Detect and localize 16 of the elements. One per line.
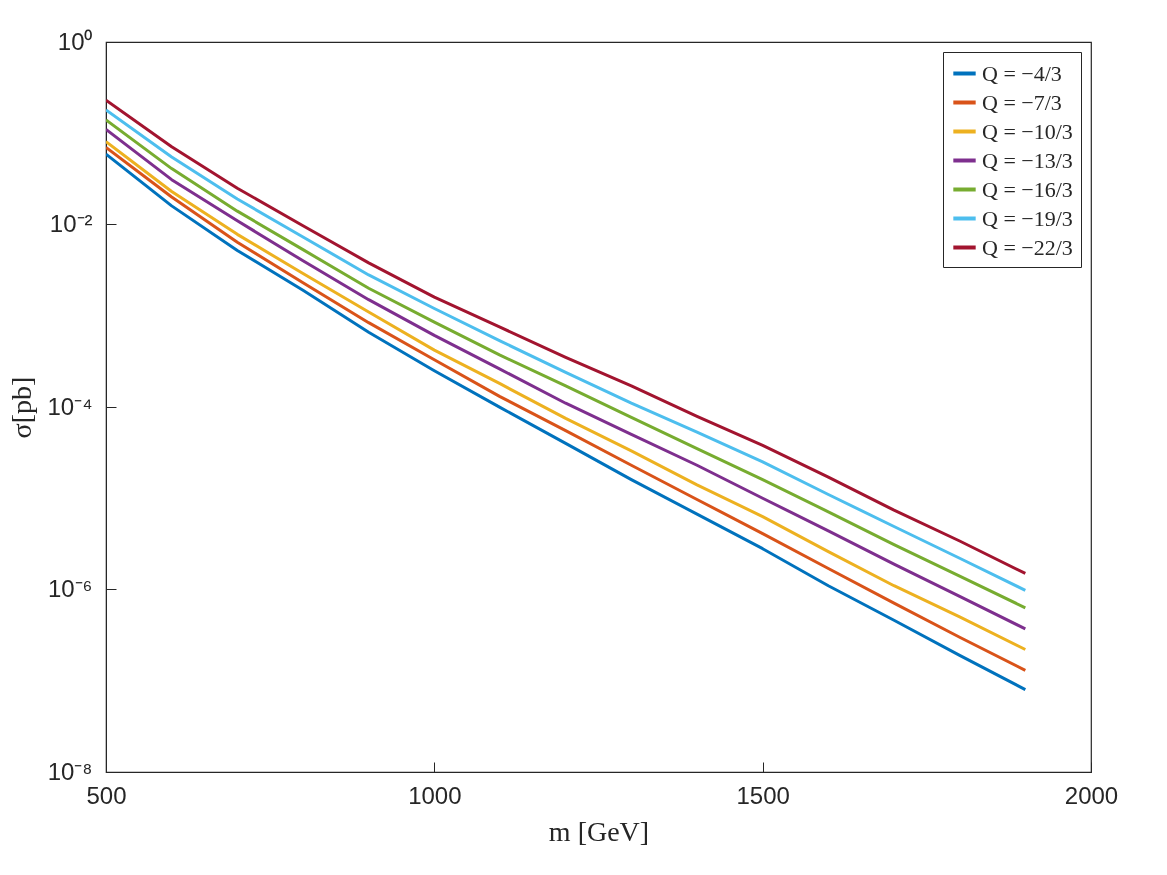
legend-label: Q = −16/3 (982, 176, 1073, 202)
x-axis-title: m [GeV] (548, 815, 650, 847)
y-tick-label: 10⁻⁶ (47, 575, 93, 602)
legend-label: Q = −10/3 (982, 118, 1073, 144)
y-tick-label: 10⁰ (57, 27, 93, 55)
x-tick-label: 2000 (1064, 781, 1119, 809)
y-axis-title: σ[pb] (6, 376, 38, 439)
legend-label: Q = −7/3 (982, 89, 1062, 115)
y-tick-label: 10⁻⁴ (47, 392, 93, 420)
x-tick-label: 1000 (408, 781, 462, 809)
legend-label: Q = −19/3 (982, 205, 1073, 231)
x-tick-label: 1500 (736, 781, 790, 809)
legend-label: Q = −13/3 (982, 147, 1073, 173)
legend-label: Q = −4/3 (982, 60, 1062, 86)
y-tick-label: 10⁻² (49, 210, 93, 237)
legend-label: Q = −22/3 (982, 234, 1073, 260)
